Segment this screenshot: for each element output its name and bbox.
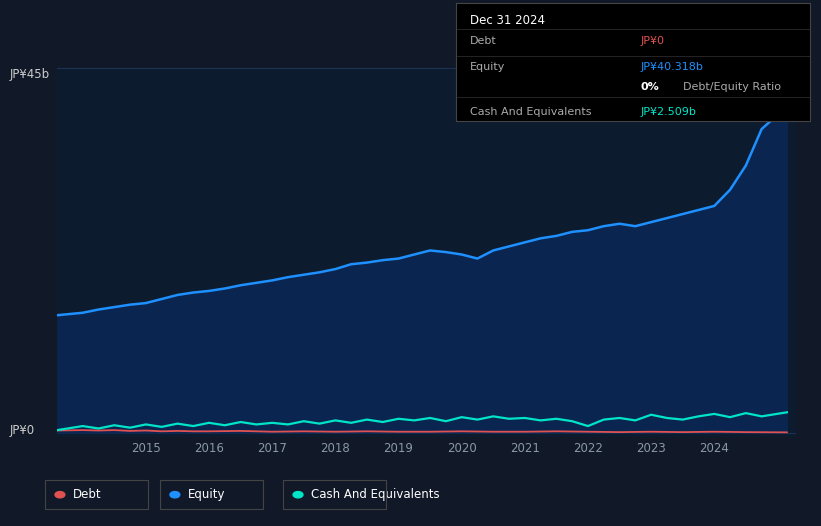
Text: JP¥0: JP¥0 xyxy=(640,36,664,46)
Text: Equity: Equity xyxy=(188,488,226,501)
Text: JP¥40.318b: JP¥40.318b xyxy=(640,62,703,72)
Text: JP¥45b: JP¥45b xyxy=(10,68,49,82)
Text: Debt: Debt xyxy=(470,36,497,46)
Text: Debt/Equity Ratio: Debt/Equity Ratio xyxy=(682,82,781,92)
Text: Cash And Equivalents: Cash And Equivalents xyxy=(311,488,440,501)
Text: Cash And Equivalents: Cash And Equivalents xyxy=(470,107,591,117)
Text: 0%: 0% xyxy=(640,82,658,92)
Text: Equity: Equity xyxy=(470,62,505,72)
Text: Debt: Debt xyxy=(73,488,102,501)
Text: JP¥0: JP¥0 xyxy=(10,423,34,437)
Text: JP¥2.509b: JP¥2.509b xyxy=(640,107,696,117)
Text: Dec 31 2024: Dec 31 2024 xyxy=(470,14,545,27)
